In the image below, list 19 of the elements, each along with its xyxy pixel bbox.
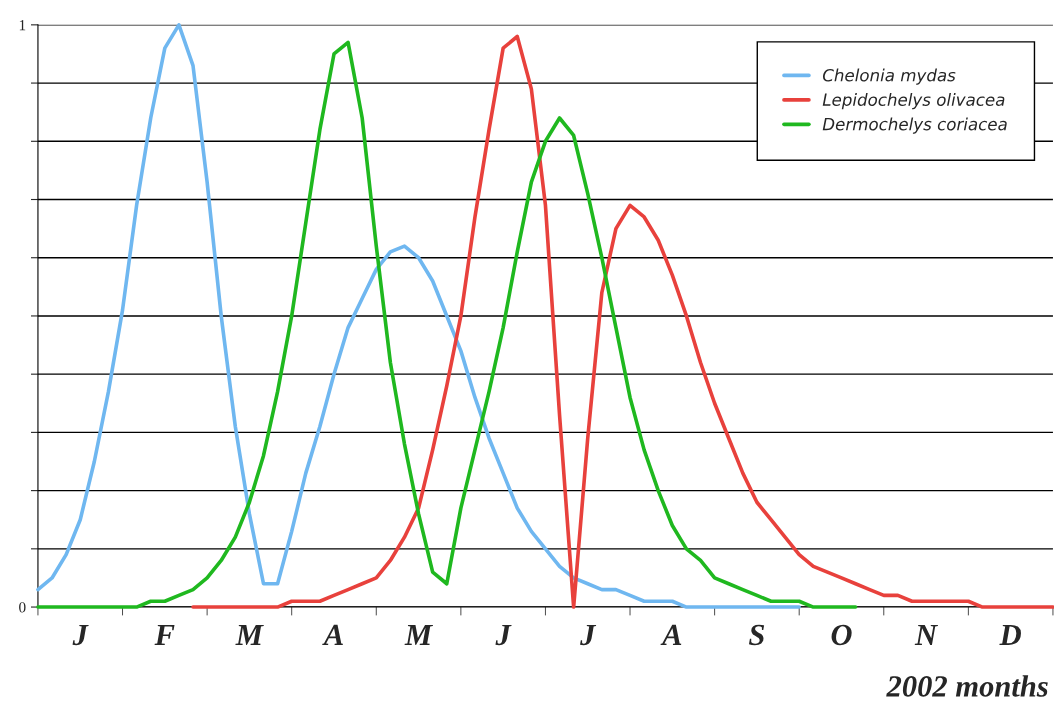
x-tick-label: F: [154, 624, 175, 645]
x-tick-label: O: [831, 624, 852, 646]
x-tick-label: A: [660, 624, 682, 645]
x-tick-label: M: [404, 624, 433, 645]
x-tick-label: A: [322, 624, 343, 645]
x-tick-label: S: [748, 624, 765, 646]
y-tick-label: 0: [19, 602, 26, 613]
legend-label: Chelonia mydas: [822, 68, 956, 85]
legend-label: Lepidochelys olivacea: [822, 93, 1005, 110]
x-tick-label: M: [235, 624, 264, 645]
x-tick-label: N: [914, 624, 939, 645]
y-tick-label: 1: [19, 20, 26, 31]
x-tick-label: J: [72, 624, 89, 646]
x-tick-label: J: [580, 624, 597, 646]
x-tick-label: J: [495, 624, 512, 646]
x-axis-title: 2002 months: [886, 675, 1048, 697]
line-series: [191, 34, 1054, 609]
legend-label: Dermochelys coriacea: [822, 117, 1007, 134]
x-tick-label: D: [999, 624, 1021, 645]
